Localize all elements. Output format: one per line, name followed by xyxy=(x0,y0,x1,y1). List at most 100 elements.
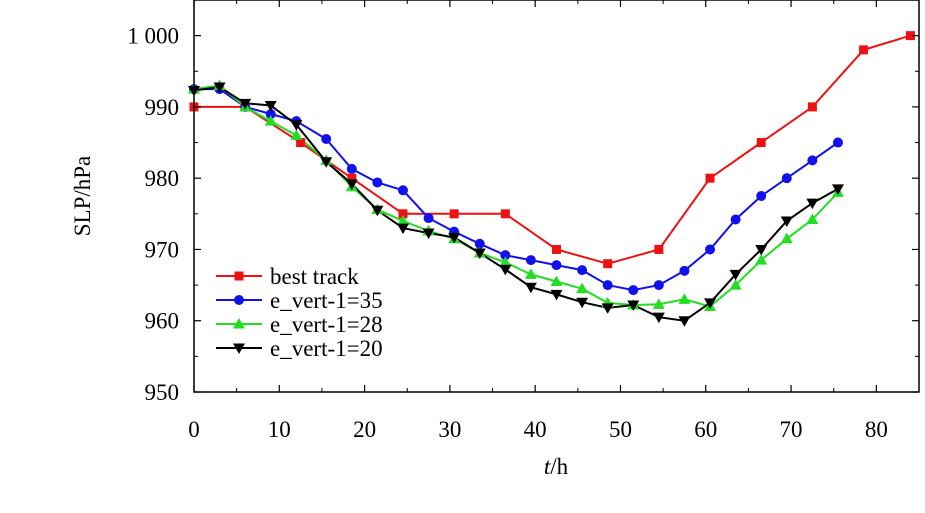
data-point-series-3 xyxy=(448,232,461,244)
data-point-series-2 xyxy=(806,213,819,225)
legend-label: best track xyxy=(270,264,359,289)
data-point-series-1 xyxy=(756,191,767,201)
y-tick-label: 990 xyxy=(145,95,180,120)
data-point-series-1 xyxy=(551,260,562,271)
x-tick-label: 0 xyxy=(188,417,200,442)
data-point-series-2 xyxy=(264,115,277,126)
data-point-series-2 xyxy=(755,254,768,265)
data-point-series-1 xyxy=(500,250,511,261)
data-point-series-1 xyxy=(653,280,664,291)
series-line-3 xyxy=(193,85,839,322)
x-axis-title-unit: /h xyxy=(550,454,568,479)
legend-label: e_vert-1=28 xyxy=(270,312,383,337)
data-point-series-0 xyxy=(603,259,613,269)
data-point-series-1 xyxy=(781,173,792,184)
legend-label: e_vert-1=20 xyxy=(270,336,383,361)
x-tick-label: 50 xyxy=(609,417,632,442)
data-point-series-2 xyxy=(652,298,665,309)
data-point-series-3 xyxy=(290,120,303,131)
data-point-series-2 xyxy=(729,279,742,290)
data-point-series-1 xyxy=(265,109,276,120)
data-point-series-3 xyxy=(780,216,793,227)
data-point-series-0 xyxy=(705,173,715,183)
y-axis: 950 960 970 980 990 1 000 xyxy=(127,24,919,405)
y-tick-label: 960 xyxy=(145,309,180,334)
data-point-series-2 xyxy=(396,214,409,226)
data-point-series-2 xyxy=(780,232,793,244)
data-point-series-3 xyxy=(371,205,384,217)
x-tick-label: 30 xyxy=(438,417,461,442)
y-tick-label: 980 xyxy=(145,166,180,191)
data-point-series-0 xyxy=(756,138,766,148)
data-point-series-1 xyxy=(807,155,818,166)
data-point-series-3 xyxy=(499,264,512,276)
data-point-series-3 xyxy=(473,248,486,260)
data-point-series-3 xyxy=(831,184,844,195)
x-tick-label: 70 xyxy=(780,417,803,442)
x-tick-label: 20 xyxy=(353,417,376,442)
data-point-series-1 xyxy=(423,213,434,224)
data-point-series-3 xyxy=(213,82,226,93)
data-point-series-3 xyxy=(422,228,435,240)
x-tick-label: 40 xyxy=(524,417,547,442)
data-point-series-1 xyxy=(602,280,613,291)
data-point-series-3 xyxy=(678,316,691,327)
legend: best tracke_vert-1=35e_vert-1=28e_vert-1… xyxy=(216,264,383,361)
data-point-series-0 xyxy=(654,244,664,254)
data-point-series-3 xyxy=(729,269,742,281)
series-line-1 xyxy=(194,88,839,292)
data-point-series-0 xyxy=(347,173,357,183)
y-tick-label: 970 xyxy=(145,237,180,262)
x-tick-label: 10 xyxy=(268,417,291,442)
data-point-series-3 xyxy=(576,297,589,309)
x-axis-title-variable: t xyxy=(544,454,551,479)
data-point-series-0 xyxy=(552,244,561,254)
data-point-series-1 xyxy=(730,214,741,225)
data-point-series-3 xyxy=(755,244,768,256)
data-point-series-1 xyxy=(577,265,588,276)
plot-frame xyxy=(193,0,920,393)
data-point-series-1 xyxy=(628,285,639,296)
data-point-series-3 xyxy=(345,179,358,190)
legend-marker xyxy=(233,343,245,354)
plot-markers xyxy=(188,31,915,327)
data-point-series-0 xyxy=(807,102,817,112)
data-point-series-0 xyxy=(449,209,459,219)
data-point-series-3 xyxy=(550,289,563,301)
legend-marker xyxy=(234,295,244,305)
data-point-series-2 xyxy=(524,268,537,279)
data-point-series-1 xyxy=(372,177,383,188)
x-axis-title: t/h xyxy=(544,454,569,479)
data-point-series-3 xyxy=(652,312,665,324)
data-point-series-0 xyxy=(500,209,510,219)
data-point-series-1 xyxy=(679,265,690,276)
data-point-series-2 xyxy=(576,282,589,294)
x-tick-label: 60 xyxy=(694,417,717,442)
x-axis: 0 10 20 30 40 50 60 70 80 xyxy=(188,0,888,442)
y-axis-title: SLP/hPa xyxy=(70,156,95,237)
data-point-series-1 xyxy=(705,244,716,255)
data-point-series-3 xyxy=(627,300,640,312)
data-point-series-3 xyxy=(264,100,277,112)
legend-label: e_vert-1=35 xyxy=(270,288,383,313)
legend-marker xyxy=(234,271,244,281)
x-tick-label: 80 xyxy=(865,417,888,442)
data-point-series-0 xyxy=(398,209,408,219)
data-point-series-2 xyxy=(550,275,563,287)
data-point-series-1 xyxy=(525,255,536,266)
data-point-series-3 xyxy=(396,223,409,235)
data-point-series-1 xyxy=(832,137,843,148)
data-point-series-1 xyxy=(321,133,332,144)
data-point-series-1 xyxy=(346,163,357,174)
data-point-series-0 xyxy=(859,45,869,55)
legend-marker xyxy=(233,318,245,329)
data-point-series-3 xyxy=(320,157,333,168)
data-point-series-3 xyxy=(239,98,252,110)
data-point-series-2 xyxy=(290,129,303,140)
data-point-series-1 xyxy=(397,185,408,196)
y-tick-label: 1 000 xyxy=(127,24,179,49)
data-point-series-0 xyxy=(905,31,915,41)
y-tick-label: 950 xyxy=(145,380,180,405)
